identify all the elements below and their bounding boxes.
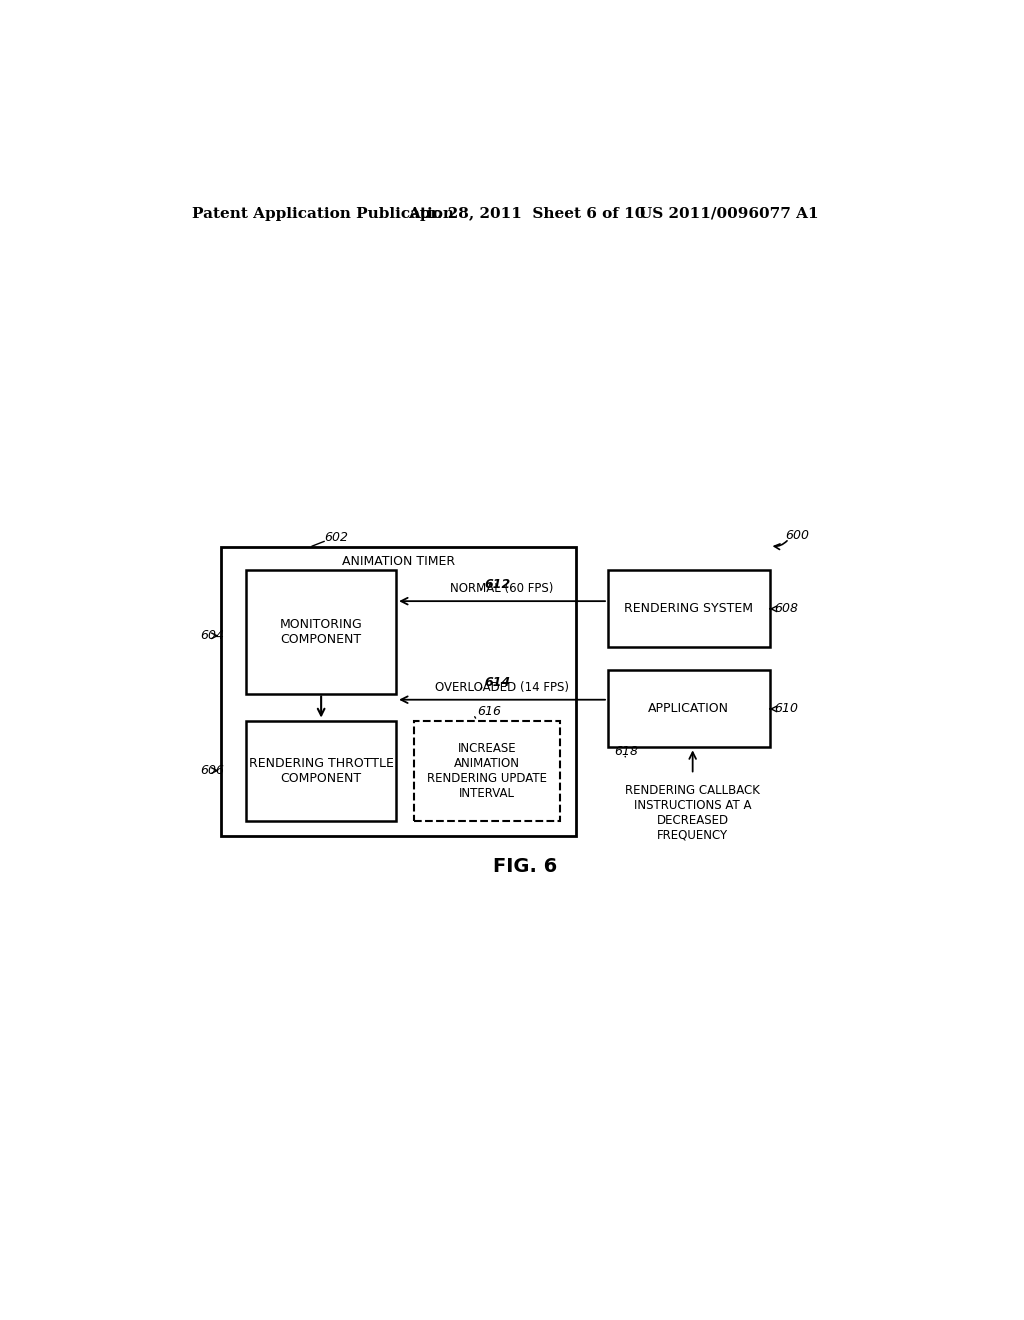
- Bar: [246, 570, 396, 693]
- Text: Patent Application Publication: Patent Application Publication: [193, 207, 455, 220]
- Bar: [608, 570, 770, 647]
- Text: 614: 614: [484, 676, 511, 689]
- Text: 608: 608: [774, 602, 799, 615]
- Text: ANIMATION TIMER: ANIMATION TIMER: [342, 554, 455, 568]
- Text: OVERLOADED (14 FPS): OVERLOADED (14 FPS): [435, 681, 569, 693]
- Text: Apr. 28, 2011  Sheet 6 of 10: Apr. 28, 2011 Sheet 6 of 10: [408, 207, 645, 220]
- Text: MONITORING
COMPONENT: MONITORING COMPONENT: [280, 618, 362, 645]
- Text: RENDERING SYSTEM: RENDERING SYSTEM: [625, 602, 754, 615]
- Bar: [246, 721, 396, 821]
- Text: FIG. 6: FIG. 6: [493, 857, 557, 876]
- Text: 610: 610: [774, 702, 799, 715]
- Text: 612: 612: [484, 578, 511, 591]
- Text: APPLICATION: APPLICATION: [648, 702, 729, 715]
- Text: US 2011/0096077 A1: US 2011/0096077 A1: [639, 207, 818, 220]
- Text: 606: 606: [200, 764, 224, 777]
- Bar: [414, 721, 560, 821]
- Text: RENDERING THROTTLE
COMPONENT: RENDERING THROTTLE COMPONENT: [249, 756, 393, 784]
- Text: 618: 618: [614, 744, 638, 758]
- Text: 604: 604: [200, 630, 224, 643]
- Text: RENDERING CALLBACK
INSTRUCTIONS AT A
DECREASED
FREQUENCY: RENDERING CALLBACK INSTRUCTIONS AT A DEC…: [626, 784, 760, 842]
- Text: 616: 616: [477, 705, 501, 718]
- Bar: [608, 671, 770, 747]
- Text: 602: 602: [325, 531, 348, 544]
- Text: NORMAL (60 FPS): NORMAL (60 FPS): [451, 582, 554, 595]
- Bar: [221, 548, 575, 836]
- Text: 600: 600: [785, 529, 809, 543]
- Text: INCREASE
ANIMATION
RENDERING UPDATE
INTERVAL: INCREASE ANIMATION RENDERING UPDATE INTE…: [427, 742, 547, 800]
